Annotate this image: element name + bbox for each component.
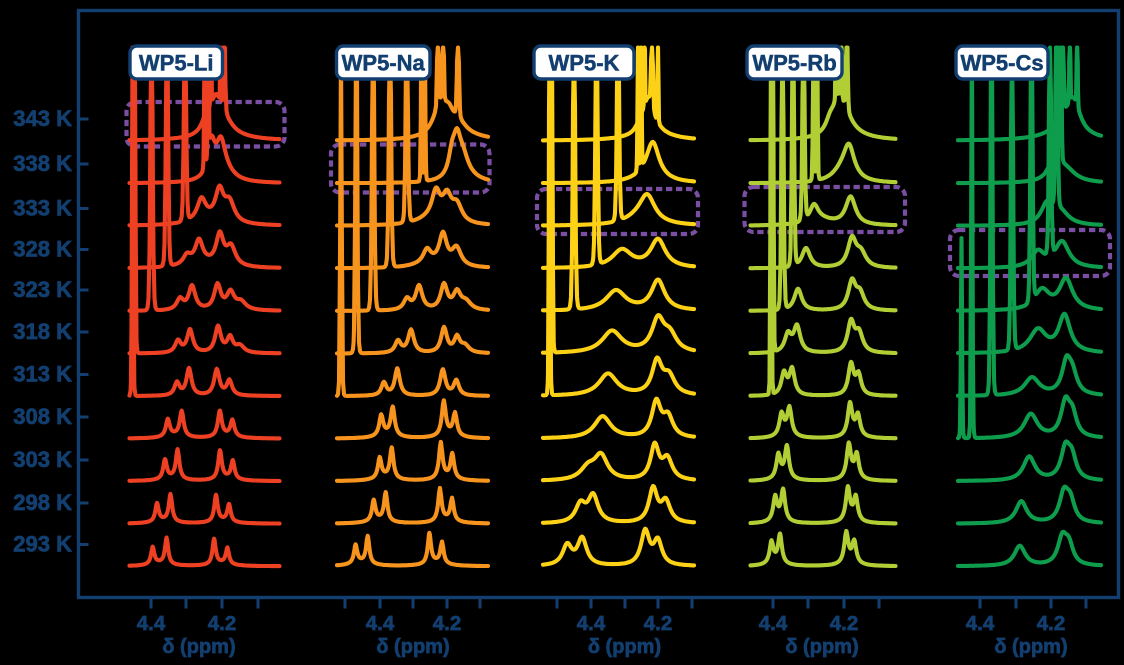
svg-text:δ (ppm): δ (ppm) bbox=[994, 636, 1067, 658]
svg-text:δ (ppm): δ (ppm) bbox=[162, 636, 235, 658]
svg-text:4.2: 4.2 bbox=[208, 612, 237, 635]
svg-text:4.2: 4.2 bbox=[830, 612, 859, 635]
svg-text:308 K: 308 K bbox=[13, 404, 72, 429]
svg-text:4.4: 4.4 bbox=[137, 612, 166, 635]
svg-text:WP5-Rb: WP5-Rb bbox=[752, 51, 836, 76]
svg-text:328 K: 328 K bbox=[13, 237, 72, 262]
svg-text:333 K: 333 K bbox=[13, 196, 72, 221]
svg-text:4.4: 4.4 bbox=[759, 612, 788, 635]
svg-text:WP5-Na: WP5-Na bbox=[342, 51, 426, 76]
svg-text:4.2: 4.2 bbox=[644, 612, 673, 635]
svg-text:4.4: 4.4 bbox=[966, 612, 995, 635]
svg-text:WP5-Li: WP5-Li bbox=[139, 51, 214, 76]
svg-text:4.2: 4.2 bbox=[433, 612, 462, 635]
svg-text:313 K: 313 K bbox=[13, 362, 72, 387]
svg-text:4.2: 4.2 bbox=[1037, 612, 1066, 635]
svg-text:WP5-Cs: WP5-Cs bbox=[960, 51, 1043, 76]
svg-text:WP5-K: WP5-K bbox=[549, 51, 620, 76]
svg-text:343 K: 343 K bbox=[13, 106, 72, 131]
svg-text:298 K: 298 K bbox=[13, 490, 72, 515]
svg-text:338 K: 338 K bbox=[13, 151, 72, 176]
svg-text:4.4: 4.4 bbox=[366, 612, 395, 635]
svg-text:293 K: 293 K bbox=[13, 532, 72, 557]
svg-text:303 K: 303 K bbox=[13, 447, 72, 472]
svg-text:δ (ppm): δ (ppm) bbox=[785, 636, 858, 658]
svg-text:δ (ppm): δ (ppm) bbox=[588, 636, 661, 658]
svg-text:δ (ppm): δ (ppm) bbox=[376, 636, 449, 658]
svg-text:318 K: 318 K bbox=[13, 319, 72, 344]
svg-text:323 K: 323 K bbox=[13, 277, 72, 302]
svg-text:4.4: 4.4 bbox=[577, 612, 606, 635]
